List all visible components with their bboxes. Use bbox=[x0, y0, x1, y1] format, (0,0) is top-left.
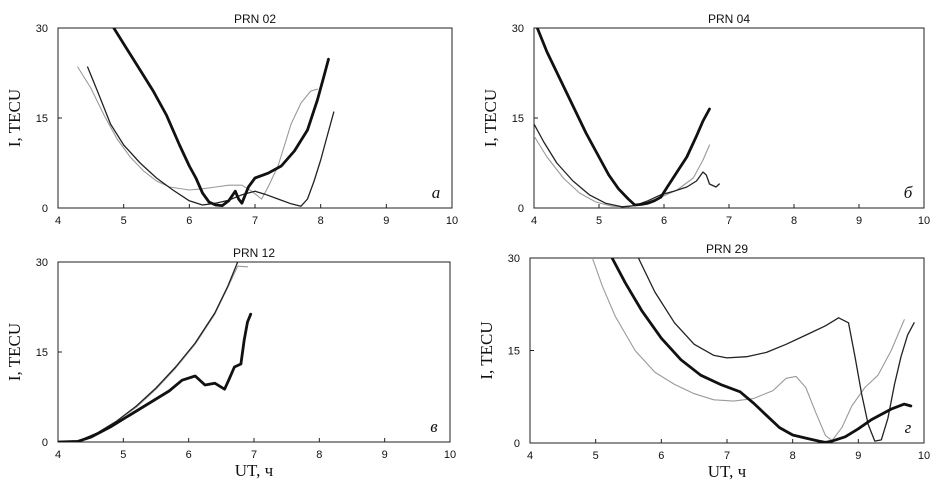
plot-frame bbox=[529, 257, 925, 444]
x-tick-label: 5 bbox=[593, 450, 599, 462]
y-tick-label: 15 bbox=[36, 113, 48, 125]
panel-title: PRN 12 bbox=[233, 246, 275, 260]
x-tick-label: 10 bbox=[446, 215, 458, 227]
y-axis-label: I, TECU bbox=[477, 321, 496, 379]
x-tick-label: 9 bbox=[383, 215, 389, 227]
x-tick-label: 7 bbox=[252, 215, 258, 227]
y-tick-label: 15 bbox=[508, 346, 520, 358]
panel-title: PRN 02 bbox=[234, 12, 276, 26]
y-tick-label: 0 bbox=[42, 203, 48, 215]
y-tick-label: 30 bbox=[512, 23, 524, 35]
x-tick-label: 8 bbox=[316, 449, 322, 461]
plot-frame bbox=[57, 27, 453, 209]
series-line-thick bbox=[112, 28, 330, 207]
panel-letter: г bbox=[905, 418, 912, 437]
y-tick-label: 30 bbox=[36, 23, 48, 35]
x-tick-label: 4 bbox=[55, 449, 61, 461]
x-tick-label: 10 bbox=[918, 215, 930, 227]
series-line-thin-dark bbox=[76, 262, 239, 442]
y-tick-label: 15 bbox=[512, 113, 524, 125]
y-tick-label: 0 bbox=[518, 203, 524, 215]
series-line-thin-grey bbox=[77, 265, 249, 442]
panel-title: PRN 29 bbox=[706, 242, 748, 256]
x-axis-label: UT, ч bbox=[708, 462, 747, 481]
series-line-thin-dark bbox=[86, 66, 335, 207]
x-tick-label: 7 bbox=[724, 450, 730, 462]
series-line-thin-dark bbox=[637, 258, 915, 442]
y-tick-label: 0 bbox=[514, 438, 520, 450]
plot-frame bbox=[533, 27, 925, 209]
series-line-thick bbox=[58, 312, 253, 442]
series-line-thin-grey bbox=[77, 66, 318, 200]
panel-letter: б bbox=[904, 183, 913, 202]
x-tick-label: 8 bbox=[318, 215, 324, 227]
plot-frame bbox=[57, 261, 451, 443]
y-axis-label: I, TECU bbox=[481, 89, 500, 147]
x-tick-label: 9 bbox=[382, 449, 388, 461]
x-tick-label: 8 bbox=[791, 215, 797, 227]
panel-3: PRN 12 4 5 6 7 8 9 10 0 15 30 I, TECU UT, ч в bbox=[5, 246, 456, 480]
y-tick-label: 30 bbox=[36, 257, 48, 269]
y-tick-label: 30 bbox=[508, 253, 520, 265]
panel-4: PRN 29 4 5 6 7 8 9 10 0 15 30 I, TECU UT, ч г bbox=[477, 242, 930, 481]
series-line-thick bbox=[535, 28, 711, 207]
x-tick-label: 6 bbox=[658, 450, 664, 462]
x-tick-label: 4 bbox=[527, 450, 533, 462]
x-tick-label: 6 bbox=[186, 449, 192, 461]
panel-1: PRN 02 4 5 6 7 8 9 10 0 15 30 I, TECU а bbox=[5, 12, 458, 227]
panel-letter: а bbox=[432, 183, 441, 202]
x-tick-label: 4 bbox=[531, 215, 537, 227]
y-tick-label: 15 bbox=[36, 347, 48, 359]
x-tick-label: 6 bbox=[661, 215, 667, 227]
x-tick-label: 5 bbox=[121, 215, 127, 227]
y-axis-label: I, TECU bbox=[5, 323, 24, 381]
series-line-thick bbox=[610, 258, 913, 443]
series-line-thin-dark bbox=[534, 123, 720, 208]
y-tick-label: 0 bbox=[42, 437, 48, 449]
x-tick-label: 9 bbox=[856, 215, 862, 227]
x-axis-label: UT, ч bbox=[235, 461, 274, 480]
x-tick-label: 6 bbox=[186, 215, 192, 227]
x-tick-label: 5 bbox=[596, 215, 602, 227]
y-axis-label: I, TECU bbox=[5, 89, 24, 147]
panel-2: PRN 04 4 5 6 7 8 9 10 0 15 30 I, TECU б bbox=[481, 12, 930, 227]
panel-title: PRN 04 bbox=[708, 12, 750, 26]
series-line-thin-grey bbox=[534, 135, 711, 208]
x-tick-label: 8 bbox=[790, 450, 796, 462]
x-tick-label: 10 bbox=[918, 450, 930, 462]
x-tick-label: 7 bbox=[726, 215, 732, 227]
x-tick-label: 10 bbox=[444, 449, 456, 461]
series-line-thin-grey bbox=[591, 258, 905, 442]
x-tick-label: 5 bbox=[120, 449, 126, 461]
x-tick-label: 7 bbox=[251, 449, 257, 461]
x-tick-label: 9 bbox=[855, 450, 861, 462]
panel-letter: в bbox=[430, 417, 438, 436]
x-tick-label: 4 bbox=[55, 215, 61, 227]
